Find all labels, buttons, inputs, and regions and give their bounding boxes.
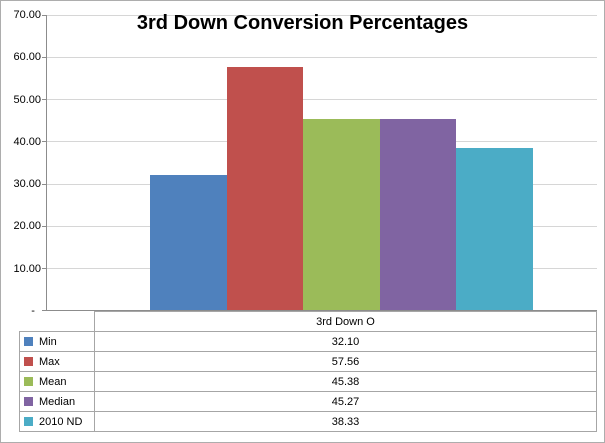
data-table: 3rd Down O Min 32.10 Max 57.56 Mean 45.38 Media…	[19, 311, 597, 432]
legend-key-cell: Max	[19, 351, 95, 372]
y-axis-tick-mark	[42, 310, 47, 311]
bar-2010-nd	[456, 148, 533, 310]
table-row: 2010 ND 38.33	[19, 411, 597, 432]
y-tick-label: 50.00	[13, 93, 41, 106]
y-axis-tick-mark	[42, 141, 47, 143]
series-label: Max	[39, 355, 60, 368]
table-header-row: 3rd Down O	[20, 311, 597, 332]
table-row: Max 57.56	[19, 351, 597, 372]
legend-key-cell: Median	[19, 391, 95, 412]
y-tick-label: 30.00	[13, 178, 41, 191]
legend-swatch-max	[24, 356, 33, 366]
gridline	[47, 57, 597, 59]
bar-mean	[303, 118, 380, 310]
legend-key-cell: 2010 ND	[19, 411, 95, 432]
y-axis-tick-mark	[42, 57, 47, 59]
chart-title: 3rd Down Conversion Percentages	[136, 12, 469, 34]
legend-key-cell: Mean	[19, 371, 95, 392]
legend-key-cell: Min	[19, 331, 95, 352]
legend-swatch-median	[24, 396, 33, 406]
y-axis-tick-mark	[42, 15, 47, 16]
gridline	[47, 15, 597, 16]
y-tick-label: 40.00	[13, 135, 41, 148]
y-tick-label: -	[31, 305, 41, 317]
series-label: Median	[39, 395, 76, 408]
series-value: 45.27	[94, 391, 597, 412]
legend-swatch-2010-nd	[24, 416, 33, 426]
legend-swatch-mean	[24, 376, 33, 386]
y-tick-label: 20.00	[13, 220, 41, 233]
bar-max	[226, 67, 304, 310]
series-value: 38.33	[94, 411, 597, 432]
series-value: 57.56	[94, 351, 597, 372]
plot-area	[42, 15, 597, 311]
y-axis-tick-mark	[42, 99, 47, 101]
bar-group	[150, 15, 533, 310]
series-value: 45.38	[94, 371, 597, 392]
y-axis-tick-mark	[42, 225, 47, 227]
table-row: Mean 45.38	[19, 371, 597, 392]
table-row: Min 32.10	[19, 331, 597, 352]
gridline	[47, 99, 597, 101]
series-value: 32.10	[94, 331, 597, 352]
category-header: 3rd Down O	[94, 311, 597, 332]
bar-median	[379, 119, 457, 310]
y-axis-tick-mark	[42, 183, 47, 185]
series-label: Mean	[39, 375, 67, 388]
y-tick-label: 10.00	[13, 262, 41, 275]
table-row: Median 45.27	[19, 391, 597, 412]
series-label: Min	[39, 335, 57, 348]
y-tick-label: 60.00	[13, 51, 41, 64]
table-corner-cell	[20, 312, 95, 332]
y-tick-label: 70.00	[13, 9, 41, 21]
y-axis: 70.00 60.00 50.00 40.00 30.00 20.00 10.00 -	[1, 9, 41, 317]
y-axis-tick-mark	[42, 267, 47, 269]
bar-min	[150, 174, 227, 310]
series-label: 2010 ND	[39, 415, 83, 428]
legend-swatch-min	[24, 336, 33, 346]
